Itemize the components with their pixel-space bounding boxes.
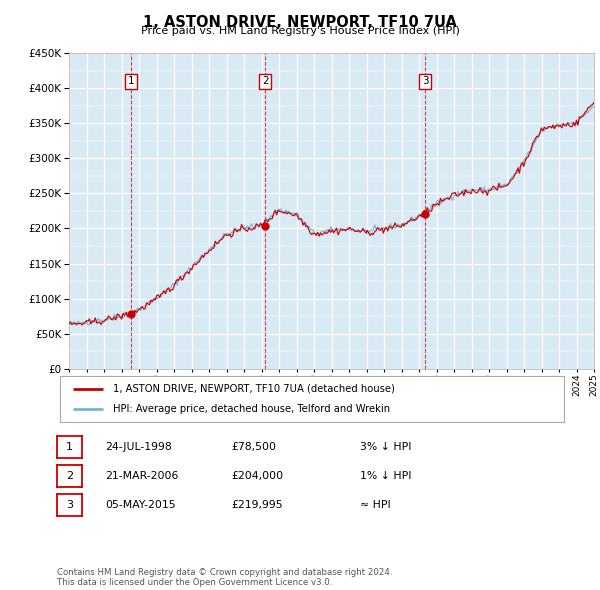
Text: 3% ↓ HPI: 3% ↓ HPI bbox=[360, 442, 412, 452]
Text: 21-MAR-2006: 21-MAR-2006 bbox=[105, 471, 178, 481]
Text: HPI: Average price, detached house, Telford and Wrekin: HPI: Average price, detached house, Telf… bbox=[113, 404, 390, 414]
Text: 1: 1 bbox=[128, 76, 134, 86]
Text: £78,500: £78,500 bbox=[231, 442, 276, 452]
Text: 05-MAY-2015: 05-MAY-2015 bbox=[105, 500, 176, 510]
Text: £204,000: £204,000 bbox=[231, 471, 283, 481]
Text: 24-JUL-1998: 24-JUL-1998 bbox=[105, 442, 172, 452]
Text: Price paid vs. HM Land Registry's House Price Index (HPI): Price paid vs. HM Land Registry's House … bbox=[140, 26, 460, 36]
Text: 3: 3 bbox=[66, 500, 73, 510]
Text: 1, ASTON DRIVE, NEWPORT, TF10 7UA: 1, ASTON DRIVE, NEWPORT, TF10 7UA bbox=[143, 15, 457, 30]
Text: 1% ↓ HPI: 1% ↓ HPI bbox=[360, 471, 412, 481]
Text: £219,995: £219,995 bbox=[231, 500, 283, 510]
Text: ≈ HPI: ≈ HPI bbox=[360, 500, 391, 510]
Text: 1, ASTON DRIVE, NEWPORT, TF10 7UA (detached house): 1, ASTON DRIVE, NEWPORT, TF10 7UA (detac… bbox=[113, 384, 395, 394]
Text: Contains HM Land Registry data © Crown copyright and database right 2024.
This d: Contains HM Land Registry data © Crown c… bbox=[57, 568, 392, 587]
Text: 2: 2 bbox=[262, 76, 269, 86]
Text: 3: 3 bbox=[422, 76, 428, 86]
Text: 2: 2 bbox=[66, 471, 73, 481]
Text: 1: 1 bbox=[66, 442, 73, 452]
